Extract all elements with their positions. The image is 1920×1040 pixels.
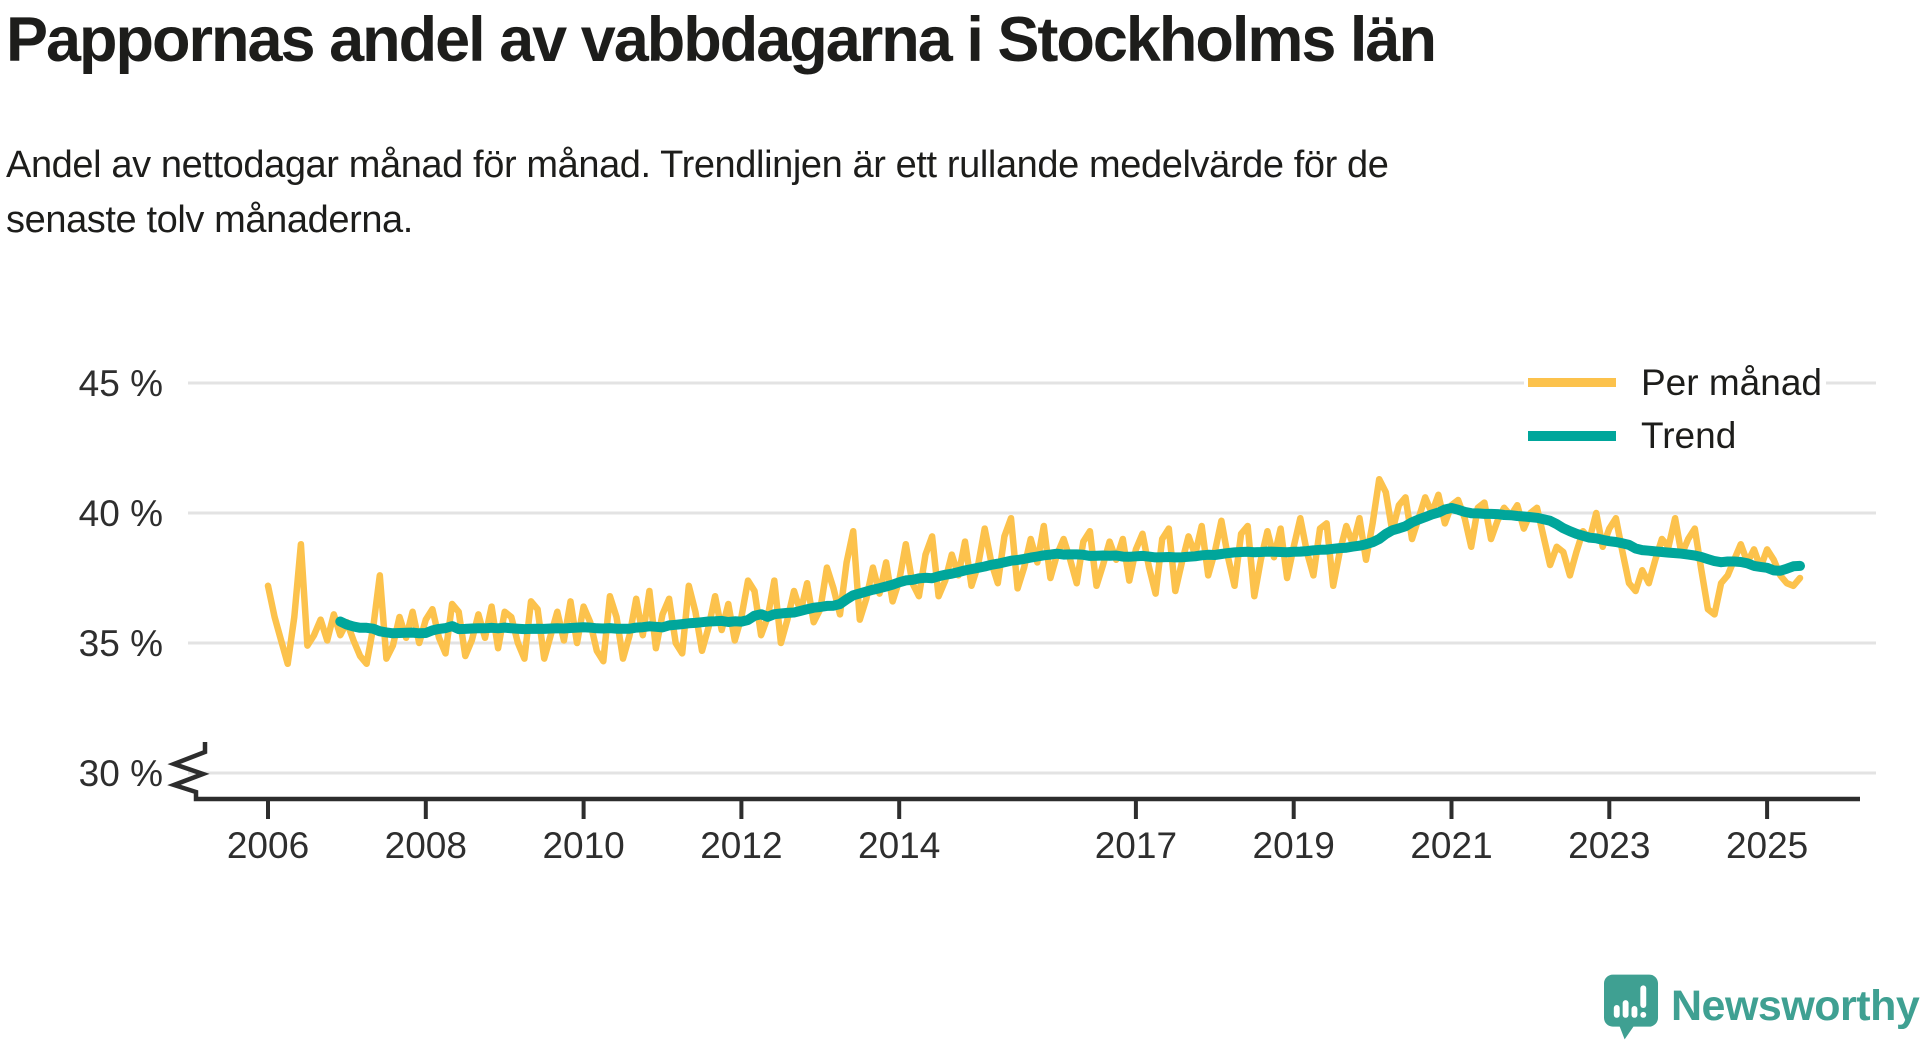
x-axis-tick-label: 2008 — [385, 825, 467, 866]
y-axis-tick-label: 35 % — [79, 623, 163, 664]
x-axis-tick-label: 2014 — [858, 825, 940, 866]
x-axis-tick-label: 2025 — [1726, 825, 1808, 866]
x-axis-tick-label: 2021 — [1410, 825, 1492, 866]
legend-item-trend: Trend — [1528, 409, 1822, 462]
legend-item-per-manad: Per månad — [1528, 356, 1822, 409]
brand-footer: Newsworthy — [1604, 974, 1920, 1040]
chart-subtitle: Andel av nettodagar månad för månad. Tre… — [6, 144, 1389, 242]
legend: Per månad Trend — [1524, 356, 1826, 462]
x-axis-tick-label: 2012 — [700, 825, 782, 866]
per-manad-swatch-icon — [1528, 378, 1616, 387]
y-axis-tick-label: 30 % — [79, 753, 163, 794]
per-manad-line — [264, 475, 1804, 668]
x-axis-tick-label: 2019 — [1253, 825, 1335, 866]
newsworthy-logo-icon — [1604, 974, 1659, 1040]
x-axis-line-with-break — [167, 742, 1860, 802]
legend-label-per-manad: Per månad — [1641, 361, 1822, 403]
y-axis-tick-label: 40 % — [79, 493, 163, 534]
trend-line — [335, 503, 1805, 639]
x-axis-tick-label: 2023 — [1568, 825, 1650, 866]
legend-label-trend: Trend — [1641, 414, 1737, 456]
trend-swatch-icon — [1528, 430, 1616, 441]
x-axis-tick-label: 2010 — [542, 825, 624, 866]
x-axis-tick-label: 2017 — [1095, 825, 1177, 866]
x-axis-tick-label: 2006 — [227, 825, 309, 866]
page-title: Pappornas andel av vabbdagarna i Stockho… — [6, 5, 1437, 75]
y-axis-tick-label: 45 % — [79, 363, 163, 404]
brand-name: Newsworthy — [1671, 982, 1920, 1030]
